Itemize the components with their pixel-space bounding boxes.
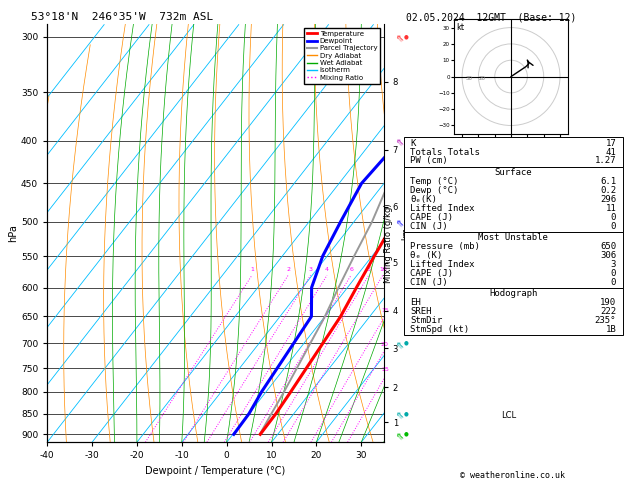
Text: $\Rightarrow$: $\Rightarrow$ [393,133,408,148]
Text: kt: kt [456,23,464,32]
Text: 0.2: 0.2 [600,186,616,195]
Text: Surface: Surface [494,168,532,177]
Legend: Temperature, Dewpoint, Parcel Trajectory, Dry Adiabat, Wet Adiabat, Isotherm, Mi: Temperature, Dewpoint, Parcel Trajectory… [304,28,380,84]
Text: Totals Totals: Totals Totals [410,148,481,156]
Text: 41: 41 [605,148,616,156]
Text: θₑ (K): θₑ (K) [410,251,443,260]
Text: $\Rightarrow$: $\Rightarrow$ [393,427,408,442]
Text: 1: 1 [250,267,254,272]
Text: 3: 3 [611,260,616,269]
Text: 0: 0 [611,222,616,231]
Text: ●: ● [403,138,408,143]
Text: 30: 30 [465,76,472,81]
Text: Lifted Index: Lifted Index [410,260,475,269]
Text: CAPE (J): CAPE (J) [410,213,454,222]
Text: 4: 4 [325,267,329,272]
X-axis label: Dewpoint / Temperature (°C): Dewpoint / Temperature (°C) [145,466,286,476]
Text: 20: 20 [479,76,486,81]
Text: 0: 0 [611,278,616,287]
Text: Mixing Ratio (g/kg): Mixing Ratio (g/kg) [384,203,392,283]
Text: Most Unstable: Most Unstable [478,233,548,242]
Text: StmSpd (kt): StmSpd (kt) [410,325,469,334]
Text: 25: 25 [382,367,390,372]
Text: 306: 306 [600,251,616,260]
Y-axis label: hPa: hPa [8,225,18,242]
Text: StmDir: StmDir [410,316,443,325]
Text: ●: ● [403,34,408,39]
Text: 0: 0 [611,269,616,278]
Text: $\Rightarrow$: $\Rightarrow$ [393,214,408,229]
Text: $\Rightarrow$: $\Rightarrow$ [393,406,408,421]
Text: 190: 190 [600,298,616,307]
Text: 2: 2 [286,267,290,272]
Text: Dewp (°C): Dewp (°C) [410,186,459,195]
Text: Temp (°C): Temp (°C) [410,177,459,186]
Text: ●: ● [403,341,408,346]
Text: 17: 17 [605,139,616,148]
Text: Lifted Index: Lifted Index [410,204,475,213]
Text: PW (cm): PW (cm) [410,156,448,166]
Text: $\Rightarrow$: $\Rightarrow$ [393,29,408,44]
Text: Hodograph: Hodograph [489,289,537,298]
Text: 6.1: 6.1 [600,177,616,186]
Text: 0: 0 [611,213,616,222]
Text: EH: EH [410,298,421,307]
Text: SREH: SREH [410,307,432,316]
Text: 11: 11 [605,204,616,213]
Text: 3: 3 [309,267,313,272]
Text: 15: 15 [381,308,389,312]
Text: 296: 296 [600,195,616,204]
Text: 10: 10 [379,267,387,272]
Text: © weatheronline.co.uk: © weatheronline.co.uk [460,471,565,480]
Text: 02.05.2024  12GMT  (Base: 12): 02.05.2024 12GMT (Base: 12) [406,12,576,22]
Text: 6: 6 [349,267,353,272]
Text: $\Rightarrow$: $\Rightarrow$ [393,336,408,351]
Text: 20: 20 [381,342,389,347]
Text: 1B: 1B [605,325,616,334]
Text: 235°: 235° [594,316,616,325]
Text: CIN (J): CIN (J) [410,278,448,287]
Text: θₑ(K): θₑ(K) [410,195,437,204]
Text: ●: ● [403,432,408,437]
Text: LCL: LCL [501,411,516,420]
Text: 53°18'N  246°35'W  732m ASL: 53°18'N 246°35'W 732m ASL [31,12,214,22]
Y-axis label: km
ASL: km ASL [401,226,420,241]
Text: ●: ● [403,411,408,416]
Text: 650: 650 [600,242,616,251]
Text: Pressure (mb): Pressure (mb) [410,242,481,251]
Text: 8: 8 [367,267,370,272]
Text: ●: ● [403,219,408,224]
Text: 1.27: 1.27 [594,156,616,166]
Text: CIN (J): CIN (J) [410,222,448,231]
Text: 222: 222 [600,307,616,316]
Text: CAPE (J): CAPE (J) [410,269,454,278]
Text: K: K [410,139,416,148]
